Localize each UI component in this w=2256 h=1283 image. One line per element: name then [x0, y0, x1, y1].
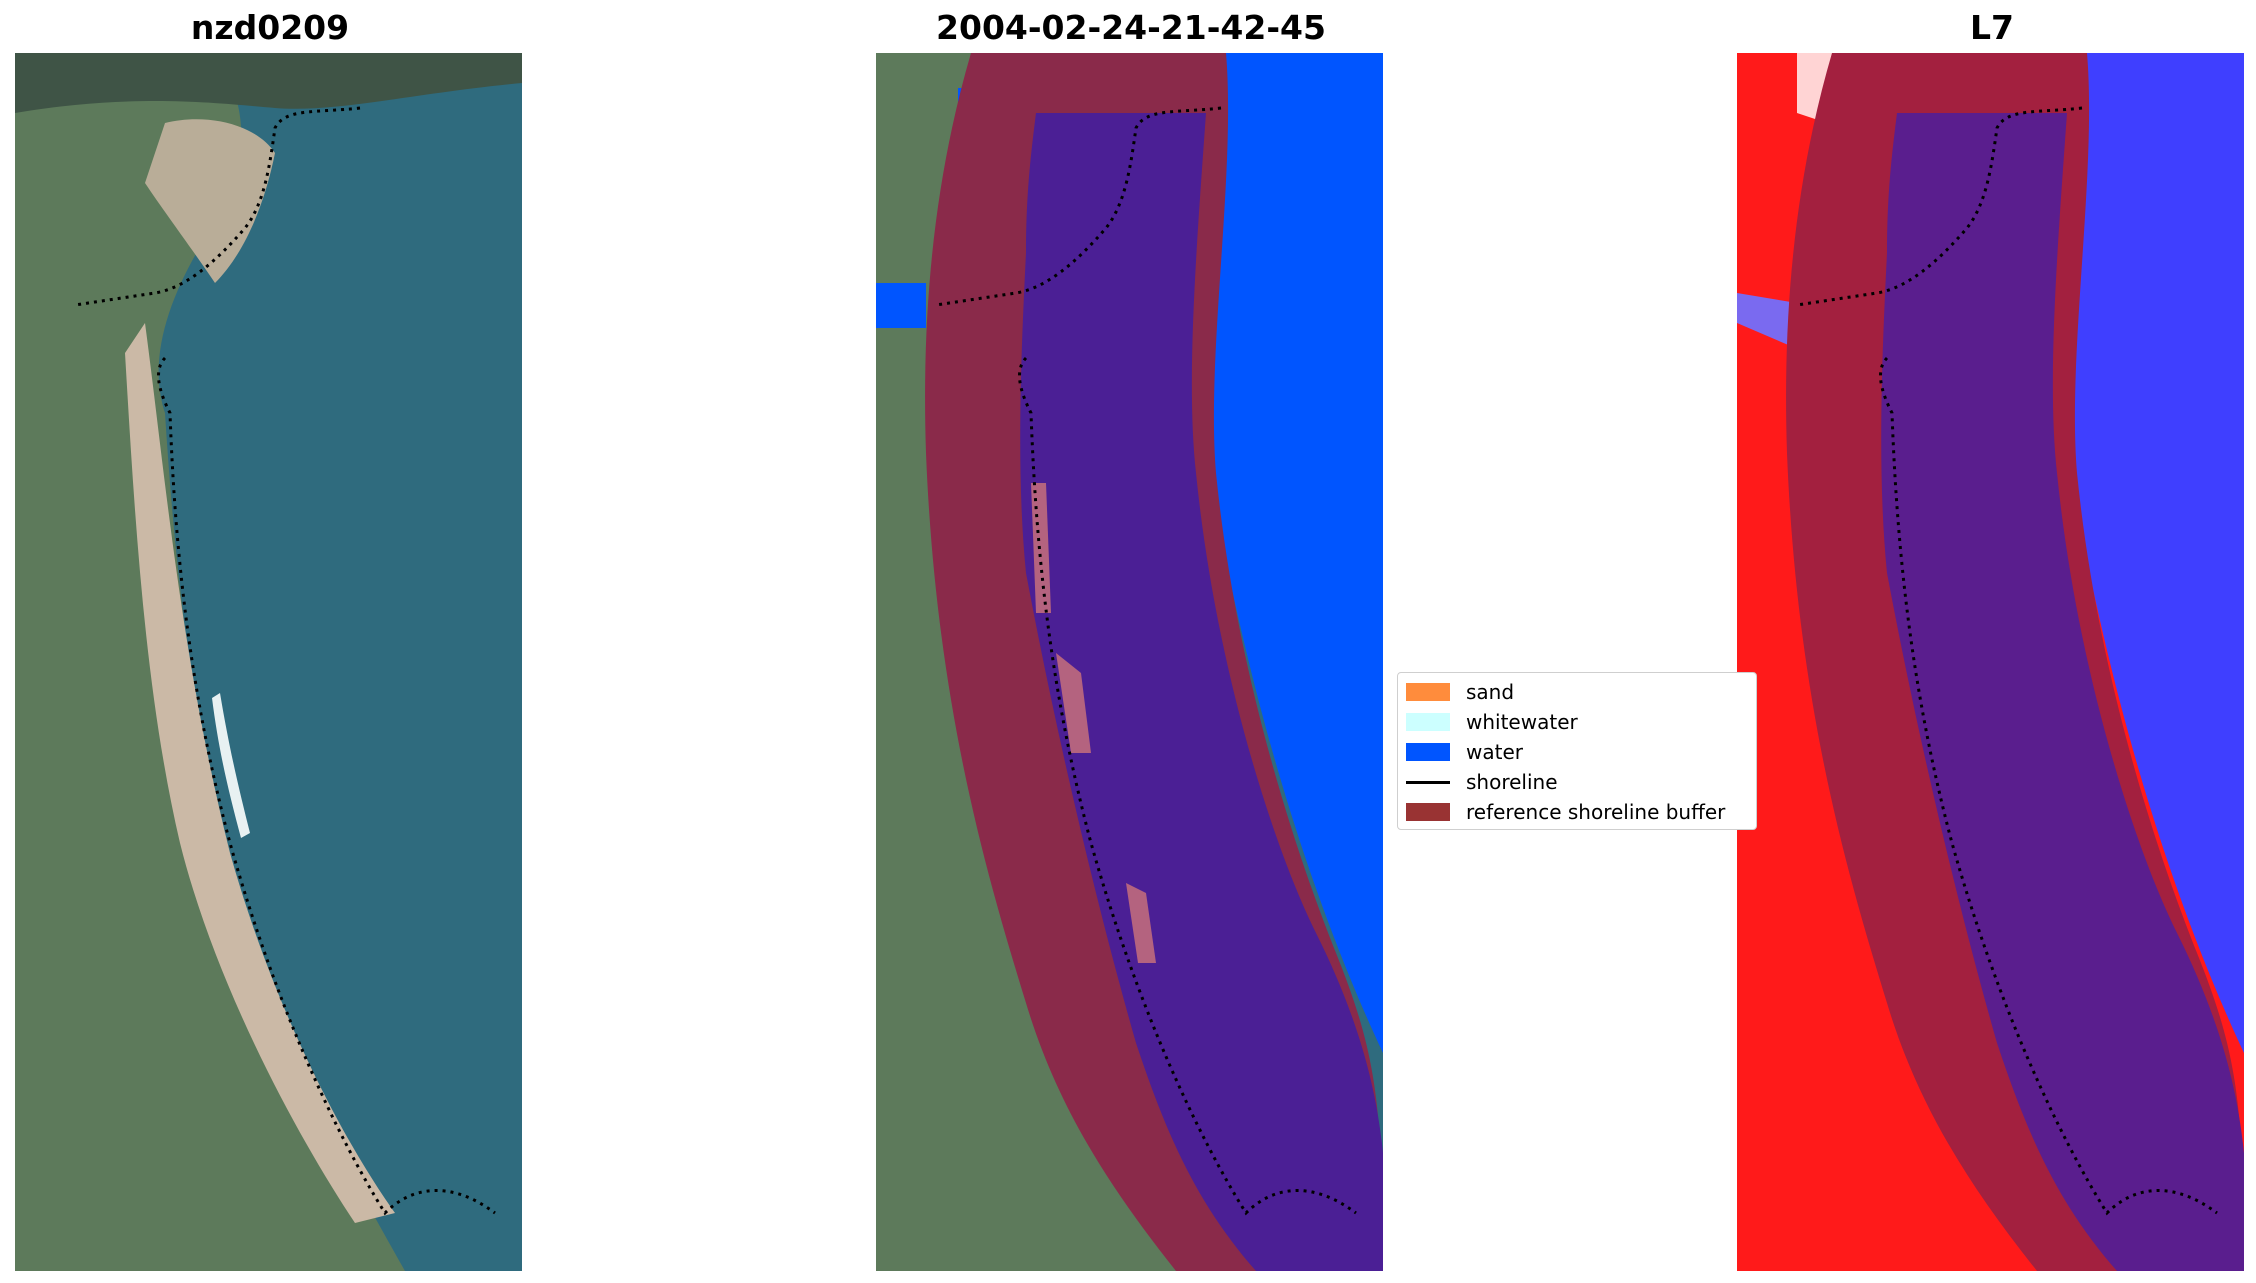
legend-item-water: water — [1406, 739, 1523, 765]
shoreline-line-swatch — [1406, 780, 1450, 784]
legend-item-shoreline: shoreline — [1406, 769, 1558, 795]
classification-panel — [876, 53, 1383, 1271]
legend-item-whitewater: whitewater — [1406, 709, 1578, 735]
panel-title-index: L7 — [1970, 8, 2014, 47]
legend: sand whitewater water shoreline referenc… — [1397, 672, 1757, 830]
panel-title-classification: 2004-02-24-21-42-45 — [936, 8, 1326, 47]
legend-label: shoreline — [1466, 770, 1558, 794]
legend-label: water — [1466, 740, 1523, 764]
legend-item-sand: sand — [1406, 679, 1514, 705]
index-panel — [1737, 53, 2244, 1271]
legend-label: sand — [1466, 680, 1515, 704]
whitewater-swatch — [1406, 713, 1450, 731]
legend-label: whitewater — [1466, 710, 1578, 734]
legend-label: reference shoreline buffer — [1466, 800, 1726, 824]
legend-item-buffer: reference shoreline buffer — [1406, 799, 1725, 825]
panel-title-rgb: nzd0209 — [190, 8, 350, 47]
rgb-image-panel — [15, 53, 522, 1271]
sand-swatch — [1406, 683, 1450, 701]
water-swatch — [1406, 743, 1450, 761]
buffer-swatch — [1406, 803, 1450, 821]
